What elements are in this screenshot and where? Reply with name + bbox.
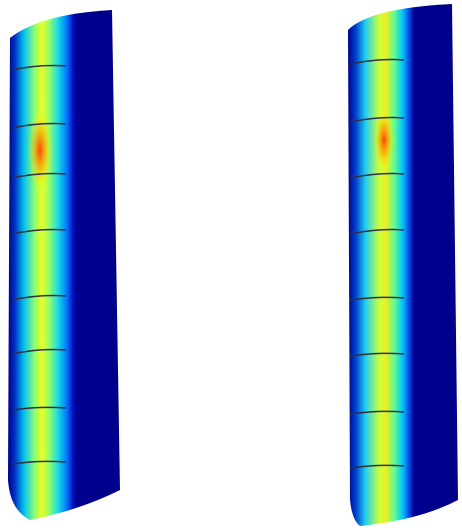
left-column [8,10,120,520]
column-surface [8,10,120,520]
hotspot [374,110,394,170]
page [0,0,462,531]
column-surface [348,4,458,526]
figure [0,0,462,531]
right-column [348,4,458,526]
hotspot [28,110,52,190]
